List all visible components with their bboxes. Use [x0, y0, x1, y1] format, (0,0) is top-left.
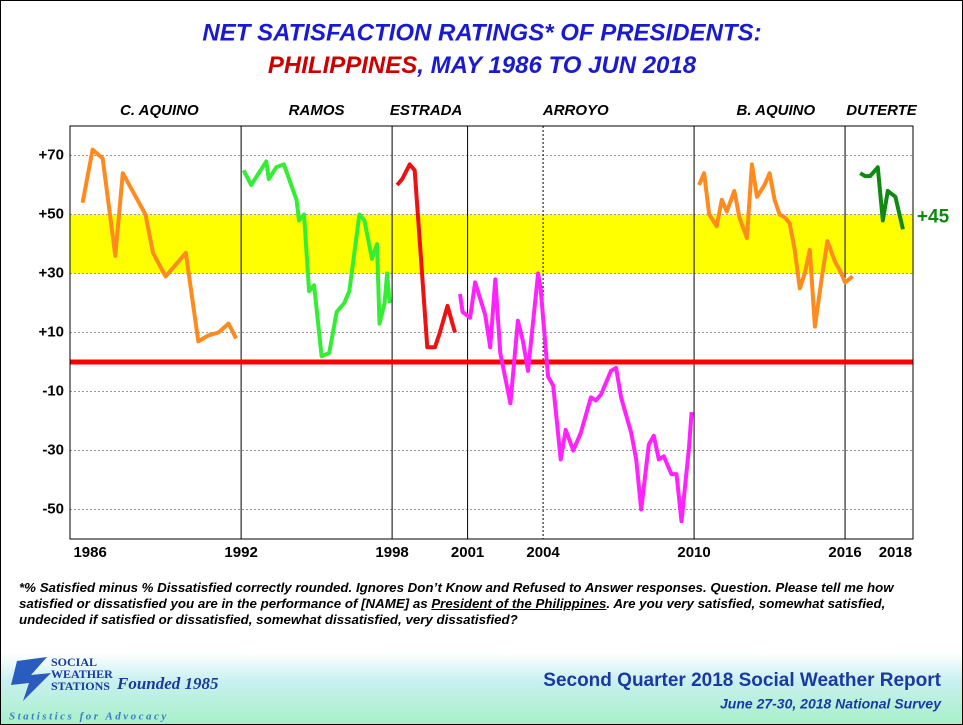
president-label: RAMOS [289, 102, 345, 119]
series-line [395, 162, 457, 350]
president-label: DUTERTE [846, 102, 918, 119]
chart-title: NET SATISFACTION RATINGS* OF PRESIDENTS: [202, 19, 761, 46]
footnote-text: *% Satisfied minus % Dissatisfied correc… [19, 580, 894, 611]
footer: SOCIAL WEATHER STATIONS Founded 1985 Sta… [1, 653, 962, 724]
logo-text: SOCIAL [51, 655, 97, 669]
y-tick-label: +30 [39, 264, 64, 281]
chart-subtitle: PHILIPPINES, MAY 1986 TO JUN 2018 [268, 52, 697, 79]
subtitle-part: , MAY 1986 TO JUN 2018 [416, 52, 696, 79]
chart: NET SATISFACTION RATINGS* OF PRESIDENTS:… [39, 19, 950, 561]
x-tick-label: 2010 [677, 544, 710, 561]
x-tick-label: 2001 [451, 544, 484, 561]
president-label: ARROYO [542, 102, 609, 119]
president-label: C. AQUINO [120, 102, 199, 119]
y-tick-label: -30 [42, 441, 64, 458]
logo-text: STATIONS [51, 679, 110, 693]
president-label: ESTRADA [390, 102, 463, 119]
band [70, 214, 913, 274]
x-tick-label: 2016 [828, 544, 861, 561]
y-tick-label: +50 [39, 205, 64, 222]
value-label: +45 [917, 206, 950, 227]
x-tick-label: 1986 [73, 544, 106, 561]
x-tick-label: 2004 [526, 544, 560, 561]
y-tick-label: +10 [39, 323, 64, 340]
logo-text: WEATHER [51, 667, 113, 681]
x-tick-label: 2018 [879, 544, 912, 561]
series-line [80, 147, 238, 344]
footnote-text: . Are you very satisfied, somewhat satis… [19, 596, 886, 627]
report-subtitle: June 27-30, 2018 National Survey [720, 696, 942, 712]
footer-graphics: SOCIAL WEATHER STATIONS Founded 1985 Sta… [9, 655, 942, 723]
logo-founded: Founded 1985 [116, 674, 219, 693]
president-label: B. AQUINO [737, 102, 816, 119]
series-line [458, 271, 694, 524]
plot-frame [69, 125, 914, 540]
series-line [697, 162, 854, 329]
logo-tagline: Statistics for Advocacy [9, 711, 169, 723]
subtitle-part: PHILIPPINES [268, 52, 417, 79]
footnote-text: President of the Philippines [431, 596, 607, 611]
series-line [241, 159, 392, 359]
footnote: *% Satisfied minus % Dissatisfied correc… [19, 580, 944, 628]
series-line [859, 165, 905, 230]
x-tick-label: 1998 [375, 544, 408, 561]
y-tick-label: -50 [42, 500, 64, 517]
y-tick-label: -10 [42, 382, 64, 399]
report-title: Second Quarter 2018 Social Weather Repor… [543, 670, 941, 691]
x-tick-label: 1992 [224, 544, 257, 561]
y-tick-label: +70 [39, 146, 64, 163]
logo-icon [11, 657, 51, 701]
